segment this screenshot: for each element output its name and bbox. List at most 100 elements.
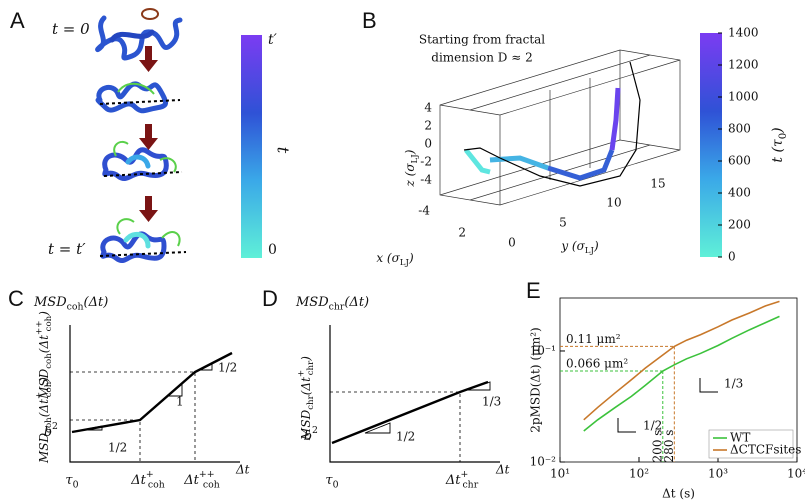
x-axis-title: Δt (s): [662, 487, 695, 501]
text-part: chr: [306, 360, 316, 375]
text-part: ): [403, 149, 417, 155]
text-part: LJ: [400, 258, 410, 268]
reference-label: 280 s: [662, 430, 676, 463]
text-part: +: [146, 469, 154, 480]
x-tick-label: -4: [418, 204, 430, 218]
colorbar-label: t′: [268, 32, 278, 48]
slope-label: 1/3: [482, 395, 501, 409]
y-tick-label: 5: [559, 216, 567, 230]
text-part: (Δt): [344, 295, 369, 310]
time-label: t = 0: [52, 20, 90, 38]
text-part: τ: [65, 473, 73, 488]
text-part: MSD: [33, 295, 67, 310]
x-axis-title: Δt: [495, 463, 510, 477]
text-part: 2: [312, 425, 318, 436]
text-part: Δt: [445, 473, 461, 488]
text-part: chr: [462, 479, 478, 490]
text-part: ++: [34, 321, 44, 335]
colorbar-tick-label: 400: [728, 186, 751, 200]
x-tick-label: Δt++ coh: [183, 469, 219, 490]
z-axis-title: z (σLJ): [403, 149, 420, 187]
colorbar-label: 0: [268, 242, 277, 258]
text-part: 0: [73, 479, 79, 490]
text-part: +: [34, 392, 44, 399]
series-line: [583, 315, 780, 432]
legend-box: [708, 429, 794, 459]
z-tick-label: -4: [420, 173, 432, 187]
text-part: (Δt: [37, 399, 51, 417]
y-tick-label: 10⁻¹: [530, 343, 556, 357]
y-axis-title: 2pMSD(Δt) (μm²): [529, 327, 543, 432]
text-part: LJ: [410, 154, 420, 164]
y-tick-label: 15: [650, 177, 665, 191]
y-tick-label: MSDcoh(Δt+coh): [34, 377, 54, 464]
y-tick-label: MSDchr(Δt+chr): [296, 356, 316, 441]
slope-triangle: [617, 418, 636, 433]
slope-label: 1/2: [396, 430, 415, 444]
y-tick-label: 10⁻²: [530, 455, 557, 469]
z-tick-label: -2: [420, 155, 432, 169]
text-part: ): [408, 251, 414, 265]
colorbar-title: t (τ0): [770, 127, 789, 162]
legend-label: WT: [730, 431, 750, 445]
text-part: Δt: [130, 473, 146, 488]
text-part: 2: [52, 421, 58, 432]
x-tick-label: τ0: [65, 473, 78, 491]
text-part: t (τ: [770, 139, 786, 163]
text-part: coh: [44, 417, 54, 433]
x-tick-label: τ0: [325, 473, 338, 491]
text-part: (Δt: [37, 335, 51, 353]
x-tick-label: 10³: [708, 467, 728, 481]
x-tick-label: 10¹: [550, 467, 570, 481]
colorbar-tick-label: 0: [728, 250, 736, 264]
text-part: (Δt): [84, 295, 109, 310]
text-part: b: [44, 425, 52, 440]
text-part: coh: [44, 353, 54, 369]
y-axis-title: MSDcoh(Δt): [33, 295, 108, 313]
text-part: ): [37, 311, 51, 317]
plot-frame: [559, 297, 798, 463]
text-part: MSD: [295, 295, 329, 310]
text-part: MSD: [37, 432, 51, 464]
text-part: 0: [778, 133, 789, 139]
y-axis-title: MSDchr(Δt): [295, 295, 369, 313]
slope-label: 1: [176, 395, 184, 409]
slope-label: 1/2: [218, 361, 237, 375]
text-part: MSD: [37, 368, 51, 400]
y-tick-label: b2: [304, 425, 318, 444]
text-part: ): [299, 356, 313, 362]
panel-label: E: [526, 278, 541, 303]
text-part: ): [770, 127, 786, 133]
reference-label: 200 s: [650, 430, 664, 463]
text-part: chr: [306, 394, 316, 409]
series-line: [583, 300, 780, 421]
reference-label: 0.066 μm²: [566, 357, 628, 371]
polymer-illustration: [95, 8, 262, 263]
y-tick-label: 10: [606, 196, 621, 210]
colorbar-tick-label: 200: [728, 218, 751, 232]
x-axis-title: x (σLJ): [376, 251, 414, 268]
text-part: 0: [333, 479, 339, 490]
y-tick-label: b2: [44, 421, 58, 440]
text-part: coh: [148, 479, 165, 490]
text-part: MSD: [299, 409, 313, 441]
panel-label: A: [10, 8, 25, 33]
text-part: y (σ: [560, 239, 585, 253]
time-label: t = t′: [48, 240, 86, 258]
legend-label: ΔCTCFsites: [730, 443, 801, 457]
y-tick-label: 0: [508, 236, 516, 250]
annotation: Starting from fractal: [419, 33, 545, 47]
annotation: dimension D ≈ 2: [431, 51, 532, 65]
x-axis-title: Δt: [235, 463, 250, 477]
text-part: chr: [329, 301, 345, 312]
text-part: ++: [199, 469, 215, 480]
slope-label: 1/2: [643, 419, 662, 433]
text-part: b: [304, 429, 312, 444]
x-tick-label: 10²: [629, 467, 649, 481]
colorbar-title: t: [274, 147, 293, 154]
y-axis-title: y (σLJ): [560, 239, 599, 256]
colorbar-tick-label: 1000: [728, 90, 759, 104]
text-part: z (σ: [403, 163, 417, 188]
text-part: x (σ: [376, 251, 400, 265]
